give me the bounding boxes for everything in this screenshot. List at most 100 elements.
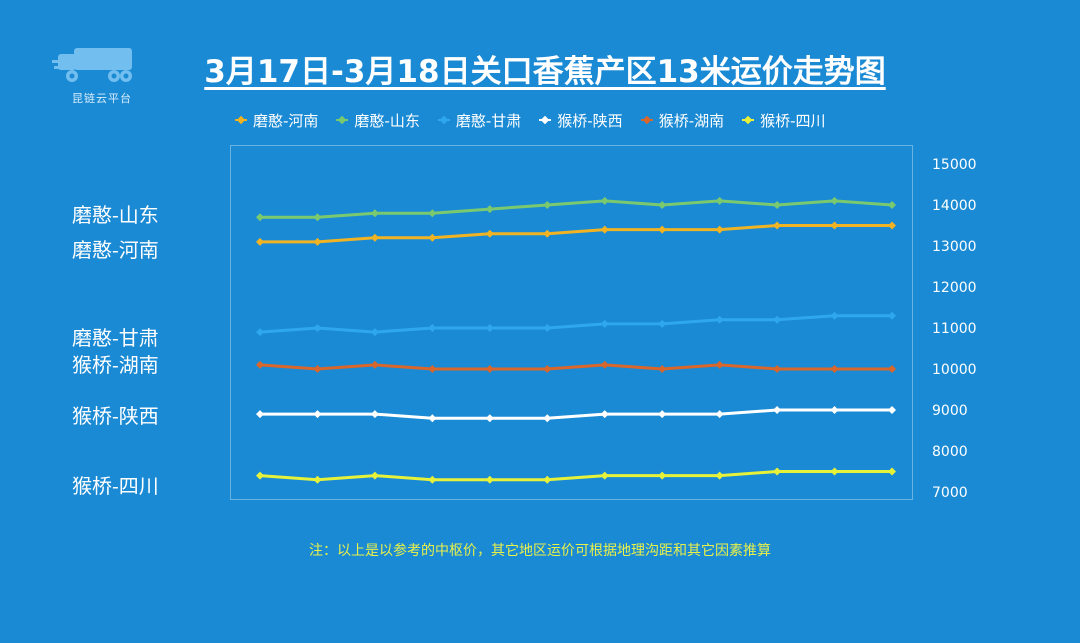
legend-item: 磨憨-山东 bbox=[336, 110, 420, 131]
logo-text: 昆链云平台 bbox=[72, 92, 132, 105]
data-point bbox=[428, 365, 437, 373]
data-point bbox=[658, 410, 667, 419]
y-tick-label: 10000 bbox=[932, 362, 977, 378]
y-tick-label: 12000 bbox=[932, 280, 977, 296]
data-point bbox=[256, 213, 264, 222]
legend-label: 磨憨-山东 bbox=[354, 111, 420, 130]
data-point bbox=[370, 209, 379, 218]
legend-swatch bbox=[539, 119, 552, 121]
truck-icon bbox=[52, 48, 132, 82]
y-tick-label: 11000 bbox=[932, 321, 977, 337]
legend-swatch bbox=[640, 119, 653, 121]
data-point bbox=[485, 414, 494, 423]
data-point bbox=[773, 365, 782, 373]
legend-label: 猴桥-陕西 bbox=[557, 111, 623, 130]
data-point bbox=[428, 414, 437, 423]
series-side-label: 磨憨-山东 bbox=[72, 203, 159, 228]
data-point bbox=[600, 360, 609, 369]
data-point bbox=[428, 233, 437, 242]
series-line bbox=[260, 224, 892, 244]
data-point bbox=[888, 406, 896, 414]
data-point bbox=[600, 410, 609, 419]
legend-swatch bbox=[336, 119, 349, 121]
data-point bbox=[658, 201, 667, 209]
legend-label: 磨憨-河南 bbox=[253, 111, 319, 130]
data-point bbox=[773, 315, 782, 324]
series-side-label: 猴桥-四川 bbox=[72, 473, 159, 498]
data-point bbox=[370, 328, 379, 337]
data-point bbox=[773, 467, 782, 476]
chart-legend: 磨憨-河南 磨憨-山东 磨憨-甘肃 猴桥-陕西 猴桥-湖南 猴桥-四川 bbox=[235, 108, 915, 132]
data-point bbox=[830, 311, 839, 320]
data-point bbox=[543, 475, 552, 484]
data-point bbox=[428, 475, 437, 484]
legend-label: 猴桥-四川 bbox=[760, 111, 826, 130]
legend-swatch bbox=[437, 119, 450, 121]
series-side-label: 磨憨-河南 bbox=[72, 237, 159, 262]
data-point bbox=[600, 225, 609, 234]
legend-swatch bbox=[235, 119, 247, 121]
data-point bbox=[428, 324, 437, 332]
legend-swatch bbox=[742, 119, 755, 121]
data-point bbox=[888, 311, 896, 320]
data-point bbox=[773, 221, 782, 230]
data-point bbox=[485, 365, 494, 373]
legend-item: 猴桥-陕西 bbox=[539, 110, 623, 131]
series-line bbox=[259, 314, 892, 334]
data-point bbox=[715, 196, 724, 205]
data-point bbox=[830, 196, 839, 205]
data-point bbox=[485, 229, 494, 238]
data-point bbox=[370, 360, 379, 369]
data-point bbox=[256, 410, 264, 419]
data-point bbox=[830, 221, 839, 230]
series-line bbox=[260, 408, 892, 420]
plot-area-frame bbox=[230, 145, 913, 500]
data-point bbox=[313, 213, 322, 222]
data-point bbox=[485, 324, 494, 332]
data-point bbox=[313, 475, 322, 484]
data-point bbox=[773, 201, 782, 209]
data-point bbox=[485, 205, 494, 214]
data-point bbox=[543, 365, 552, 373]
data-point bbox=[543, 414, 552, 423]
data-point bbox=[543, 201, 552, 209]
y-tick-label: 14000 bbox=[932, 198, 977, 214]
series-line bbox=[260, 199, 893, 219]
data-point bbox=[428, 209, 437, 218]
data-point bbox=[543, 229, 552, 238]
data-point bbox=[370, 471, 379, 480]
data-point bbox=[370, 233, 379, 242]
data-point bbox=[256, 237, 264, 246]
data-point bbox=[370, 410, 379, 419]
footnote: 注：以上是以参考的中枢价，其它地区运价可根据地理沟距和其它因素推算 bbox=[309, 543, 771, 559]
series-line bbox=[259, 470, 892, 482]
data-point bbox=[313, 324, 322, 332]
data-point bbox=[600, 196, 609, 205]
legend-item: 磨憨-甘肃 bbox=[437, 110, 522, 131]
legend-label: 磨憨-甘肃 bbox=[455, 111, 522, 130]
data-point bbox=[888, 467, 896, 476]
y-tick-label: 15000 bbox=[932, 157, 977, 173]
data-point bbox=[715, 410, 724, 419]
data-point bbox=[888, 201, 896, 209]
series-side-label: 猴桥-湖南 bbox=[72, 352, 159, 377]
data-point bbox=[830, 467, 839, 476]
data-point bbox=[256, 328, 264, 337]
data-point bbox=[658, 225, 667, 234]
legend-item: 磨憨-河南 bbox=[235, 110, 318, 131]
logo: 昆链云平台 bbox=[52, 42, 152, 117]
data-point bbox=[658, 471, 667, 480]
legend-item: 猴桥-湖南 bbox=[640, 110, 724, 131]
y-tick-label: 7000 bbox=[932, 485, 968, 501]
data-point bbox=[715, 360, 724, 369]
data-point bbox=[658, 319, 667, 328]
data-point bbox=[888, 365, 896, 373]
data-point bbox=[715, 315, 724, 324]
data-point bbox=[830, 365, 839, 373]
data-point bbox=[715, 471, 724, 480]
data-point bbox=[888, 221, 896, 230]
data-point bbox=[715, 225, 724, 234]
data-point bbox=[830, 406, 839, 414]
data-point bbox=[256, 360, 264, 369]
